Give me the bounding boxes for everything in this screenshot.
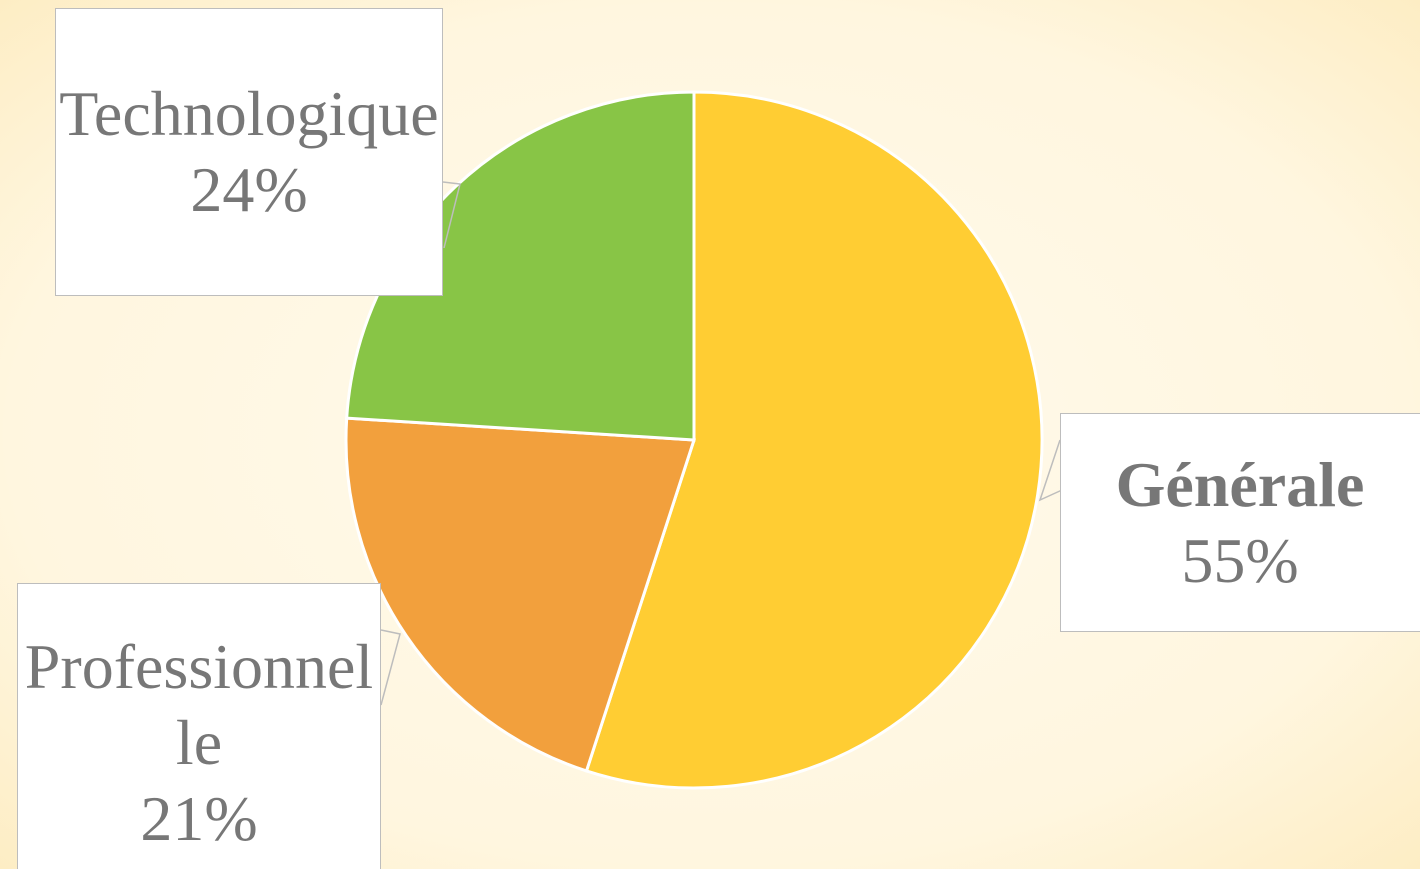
pie-slice (345, 90, 696, 442)
leader-line (380, 629, 401, 706)
data-label: Technologique 24% (55, 8, 443, 296)
pie-slice (344, 416, 697, 773)
category-label: Technologique (59, 78, 439, 149)
data-label: Générale 55% (1060, 413, 1420, 632)
leader-line (1038, 439, 1063, 502)
category-label: Générale (1115, 448, 1365, 520)
pie-slice (584, 90, 1044, 790)
category-label: Professionnelle (24, 631, 374, 778)
value-label: 55% (1181, 524, 1299, 596)
data-label: Professionnelle 21% (17, 583, 381, 869)
value-label: 24% (190, 154, 308, 225)
value-label: 21% (140, 783, 258, 854)
leader-line (442, 181, 461, 249)
